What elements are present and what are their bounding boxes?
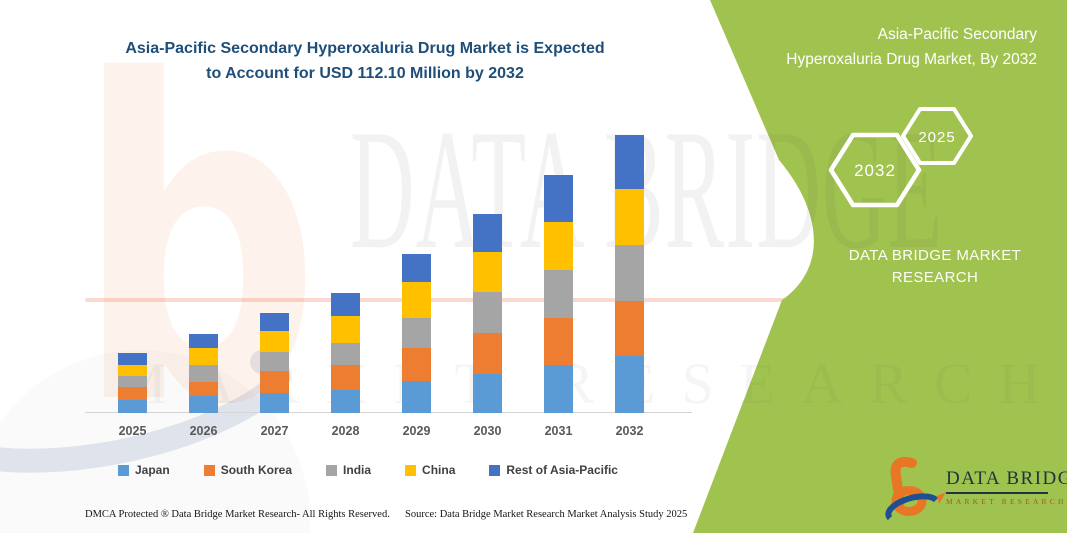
legend-swatch-icon <box>489 464 501 476</box>
bar-2030 <box>473 213 502 413</box>
legend-label: Rest of Asia-Pacific <box>506 463 618 477</box>
bar-segment-rest-of-asia-pacific-2029 <box>402 253 431 282</box>
chart-title-line1: Asia-Pacific Secondary Hyperoxaluria Dru… <box>125 40 605 57</box>
bar-segment-china-2031 <box>544 222 573 271</box>
bar-segment-india-2027 <box>260 352 289 372</box>
bar-segment-japan-2031 <box>544 365 573 413</box>
bar-segment-japan-2028 <box>331 389 360 413</box>
x-axis-label-2030: 2030 <box>473 424 502 438</box>
legend-item-japan: Japan <box>118 463 170 477</box>
hexagon-2025 <box>901 107 973 165</box>
databridge-logo-icon <box>885 456 946 521</box>
bar-2027 <box>260 313 289 413</box>
chart-title-line2: to Account for USD 112.10 Million by 203… <box>206 65 524 82</box>
x-axis-label-2027: 2027 <box>260 424 289 438</box>
bar-segment-china-2029 <box>402 281 431 318</box>
bar-2025 <box>118 353 147 413</box>
bar-2031 <box>544 174 573 413</box>
bar-segment-india-2029 <box>402 317 431 348</box>
bar-segment-india-2025 <box>118 376 147 388</box>
bar-segment-south-korea-2029 <box>402 347 431 382</box>
bar-segment-china-2025 <box>118 365 147 377</box>
logo-subtitle: MARKET RESEARCH <box>946 496 1067 506</box>
right-panel-title: Asia-Pacific Secondary Hyperoxaluria Dru… <box>786 26 1037 68</box>
x-axis-label-2029: 2029 <box>402 424 431 438</box>
right-panel-brand-name: DATA BRIDGE MARKET RESEARCH <box>848 247 1022 286</box>
bar-segment-rest-of-asia-pacific-2028 <box>331 292 360 317</box>
bar-segment-india-2032 <box>615 245 644 302</box>
green-panel-shape <box>693 0 1067 533</box>
bar-segment-japan-2030 <box>473 373 502 413</box>
hexagon-2032 <box>828 132 922 208</box>
bar-segment-rest-of-asia-pacific-2032 <box>615 135 644 190</box>
x-axis-label-2031: 2031 <box>544 424 573 438</box>
legend-swatch-icon <box>203 464 215 476</box>
bar-segment-china-2028 <box>331 316 360 343</box>
bar-segment-china-2026 <box>189 348 218 365</box>
bar-segment-japan-2026 <box>189 396 218 413</box>
bar-segment-south-korea-2025 <box>118 387 147 401</box>
dmca-footer-text: DMCA Protected ® Data Bridge Market Rese… <box>85 509 390 520</box>
legend-label: India <box>343 463 372 477</box>
year-hexagons: 2032 2025 <box>828 107 973 208</box>
hexagon-2025-label: 2025 <box>918 129 955 146</box>
bar-segment-south-korea-2030 <box>473 333 502 374</box>
legend-swatch-icon <box>326 464 338 476</box>
bar-2032 <box>615 135 644 413</box>
bar-segment-rest-of-asia-pacific-2030 <box>473 213 502 252</box>
bar-segment-china-2027 <box>260 331 289 353</box>
bar-segment-india-2026 <box>189 364 218 383</box>
legend-item-china: China <box>405 463 455 477</box>
logo-title: DATA BRIDGE <box>946 468 1067 489</box>
bar-segment-rest-of-asia-pacific-2026 <box>189 333 218 349</box>
logo-underline <box>946 492 1048 494</box>
bar-segment-south-korea-2027 <box>260 371 289 393</box>
bar-segment-south-korea-2028 <box>331 365 360 390</box>
x-axis-label-2026: 2026 <box>189 424 218 438</box>
legend-swatch-icon <box>405 464 417 476</box>
hexagon-2032-label: 2032 <box>854 161 896 180</box>
x-axis-label-2028: 2028 <box>331 424 360 438</box>
bar-2028 <box>331 292 360 413</box>
chart-title: Asia-Pacific Secondary Hyperoxaluria Dru… <box>105 36 625 86</box>
legend-label: South Korea <box>220 463 293 477</box>
bar-segment-rest-of-asia-pacific-2031 <box>544 174 573 223</box>
bar-segment-rest-of-asia-pacific-2025 <box>118 353 147 366</box>
bar-segment-japan-2025 <box>118 400 147 413</box>
bar-segment-south-korea-2031 <box>544 318 573 366</box>
source-footer-text: Source: Data Bridge Market Research Mark… <box>405 509 688 520</box>
bar-segment-south-korea-2026 <box>189 382 218 397</box>
bar-2029 <box>402 253 431 413</box>
bar-segment-south-korea-2032 <box>615 301 644 357</box>
bar-2026 <box>189 333 218 413</box>
chart-legend: Japan South Korea India China Rest of Asia-P… <box>118 463 618 477</box>
legend-item-rest-of-asia-pacific: Rest of Asia-Pacific <box>489 463 618 477</box>
legend-label: Japan <box>135 463 170 477</box>
x-axis-label-2032: 2032 <box>615 424 644 438</box>
bar-segment-china-2032 <box>615 189 644 246</box>
legend-item-south-korea: South Korea <box>203 463 293 477</box>
bar-segment-india-2028 <box>331 342 360 366</box>
legend-swatch-icon <box>118 464 129 476</box>
legend-item-india: India <box>326 463 371 477</box>
bar-segment-japan-2027 <box>260 392 289 413</box>
bar-segment-india-2030 <box>473 291 502 334</box>
databridge-logo-text: DATA BRIDGE MARKET RESEARCH <box>946 468 1067 506</box>
bar-segment-china-2030 <box>473 251 502 292</box>
x-axis-label-2025: 2025 <box>118 424 147 438</box>
x-axis-line <box>85 412 692 413</box>
bar-segment-japan-2032 <box>615 356 644 413</box>
bar-segment-japan-2029 <box>402 381 431 413</box>
bar-segment-rest-of-asia-pacific-2027 <box>260 313 289 332</box>
legend-label: China <box>422 463 456 477</box>
bar-segment-india-2031 <box>544 270 573 319</box>
